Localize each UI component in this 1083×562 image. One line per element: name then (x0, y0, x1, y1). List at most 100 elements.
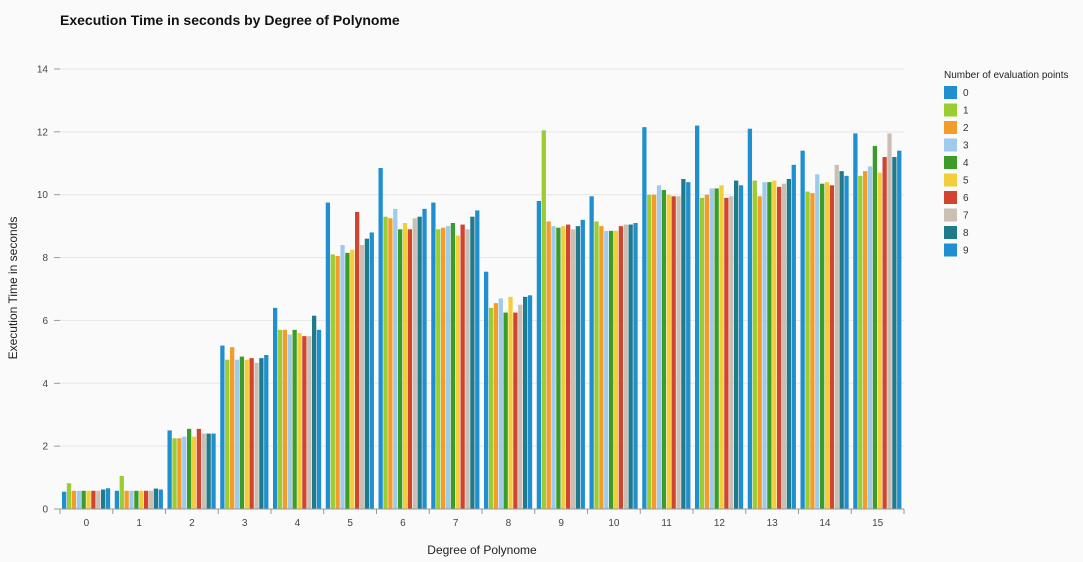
legend-swatch[interactable] (944, 208, 957, 222)
bar[interactable] (460, 224, 465, 509)
bar[interactable] (887, 133, 892, 509)
bar[interactable] (292, 329, 297, 509)
bar[interactable] (484, 271, 489, 509)
bar[interactable] (66, 483, 72, 509)
bar[interactable] (206, 433, 211, 509)
bar[interactable] (609, 230, 614, 510)
bar[interactable] (791, 164, 796, 510)
bar[interactable] (493, 303, 499, 509)
bar[interactable] (378, 168, 383, 509)
legend-swatch[interactable] (944, 226, 957, 239)
bar[interactable] (786, 179, 792, 509)
bar[interactable] (877, 172, 882, 509)
bar[interactable] (699, 197, 705, 510)
bar[interactable] (575, 226, 581, 509)
bar[interactable] (594, 221, 599, 509)
bar[interactable] (101, 489, 106, 509)
bar[interactable] (417, 216, 422, 509)
bar[interactable] (777, 186, 782, 510)
bar[interactable] (839, 171, 844, 509)
bar[interactable] (96, 490, 101, 509)
bar[interactable] (307, 336, 312, 509)
bar[interactable] (734, 180, 739, 509)
bar[interactable] (282, 329, 288, 509)
bar[interactable] (561, 226, 566, 509)
bar[interactable] (647, 194, 652, 509)
bar[interactable] (167, 430, 172, 509)
legend-swatch[interactable] (944, 86, 957, 99)
bar[interactable] (536, 201, 542, 509)
bar[interactable] (757, 196, 762, 510)
bar[interactable] (503, 312, 508, 509)
bar[interactable] (613, 230, 619, 510)
bar[interactable] (882, 157, 887, 509)
bar[interactable] (76, 490, 81, 509)
bar[interactable] (383, 216, 388, 509)
bar[interactable] (369, 232, 374, 509)
bar[interactable] (129, 490, 134, 509)
bar[interactable] (738, 185, 744, 510)
bar[interactable] (772, 180, 777, 509)
bar[interactable] (239, 356, 245, 509)
bar[interactable] (225, 359, 230, 509)
bar[interactable] (628, 224, 633, 509)
bar[interactable] (724, 197, 729, 510)
bar[interactable] (686, 182, 691, 509)
bar[interactable] (277, 329, 283, 509)
bar[interactable] (312, 315, 317, 509)
bar[interactable] (488, 307, 494, 509)
bar[interactable] (153, 488, 159, 509)
bar[interactable] (518, 304, 523, 509)
bar[interactable] (436, 229, 441, 510)
bar[interactable] (388, 218, 393, 510)
bar[interactable] (824, 182, 830, 509)
bar[interactable] (566, 224, 571, 509)
bar[interactable] (187, 428, 192, 509)
bar[interactable] (523, 296, 528, 509)
bar[interactable] (182, 436, 187, 509)
bar[interactable] (800, 150, 805, 509)
bar[interactable] (714, 188, 719, 509)
bar[interactable] (815, 174, 820, 510)
bar[interactable] (820, 183, 825, 509)
bar[interactable] (139, 490, 144, 509)
bar[interactable] (589, 196, 594, 510)
bar[interactable] (719, 185, 724, 510)
bar[interactable] (834, 164, 839, 510)
bar[interactable] (767, 182, 772, 509)
bar[interactable] (402, 223, 408, 509)
bar[interactable] (62, 491, 67, 509)
bar[interactable] (863, 171, 868, 509)
bar[interactable] (618, 226, 624, 509)
bar[interactable] (455, 235, 460, 509)
bar[interactable] (633, 223, 638, 509)
bar[interactable] (177, 438, 182, 509)
bar[interactable] (541, 130, 546, 510)
bar[interactable] (230, 347, 235, 509)
bar[interactable] (810, 193, 815, 509)
legend-swatch[interactable] (944, 173, 957, 187)
bar[interactable] (580, 219, 585, 510)
bar[interactable] (527, 295, 533, 509)
bar[interactable] (513, 312, 518, 509)
bar[interactable] (546, 221, 551, 509)
bar[interactable] (671, 196, 676, 510)
bar[interactable] (445, 226, 451, 509)
bar[interactable] (119, 476, 124, 509)
bar[interactable] (604, 230, 609, 510)
bar[interactable] (450, 223, 456, 509)
bar[interactable] (158, 489, 163, 509)
bar[interactable] (393, 208, 398, 510)
bar[interactable] (666, 194, 671, 509)
bar[interactable] (431, 202, 436, 509)
bar[interactable] (335, 256, 340, 509)
bar[interactable] (124, 490, 129, 509)
bar[interactable] (656, 185, 662, 510)
bar[interactable] (316, 329, 322, 509)
bar[interactable] (897, 150, 902, 509)
bar[interactable] (829, 185, 835, 510)
bar[interactable] (752, 180, 757, 509)
legend-swatch[interactable] (944, 103, 957, 117)
bar[interactable] (244, 359, 249, 509)
bar[interactable] (196, 428, 202, 509)
